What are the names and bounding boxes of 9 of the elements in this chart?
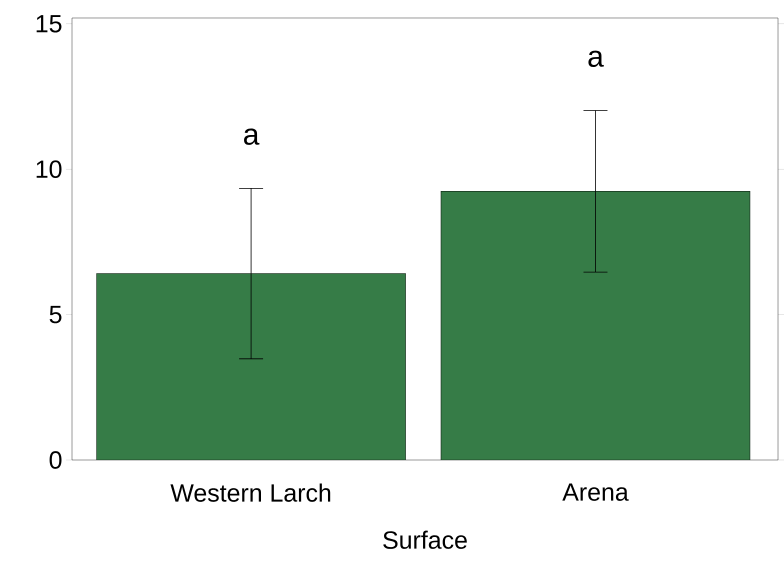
x-tick-label: Western Larch [170,484,330,502]
y-tick-label: 0 [50,451,62,469]
y-tick-label: 15 [36,15,62,33]
y-tick-label: 10 [36,160,62,178]
annotation: a [588,50,604,67]
x-axis-title: Surface [383,530,467,549]
x-tick-label: Arena [562,484,629,501]
annotation: a [244,128,260,145]
y-tick-label: 5 [50,306,62,324]
